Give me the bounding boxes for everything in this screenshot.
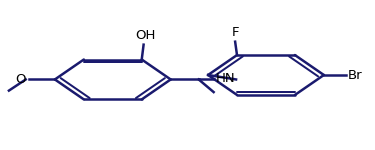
Text: HN: HN — [216, 72, 235, 85]
Text: O: O — [15, 73, 26, 86]
Text: Br: Br — [348, 69, 363, 81]
Text: OH: OH — [135, 29, 156, 42]
Text: F: F — [231, 26, 239, 39]
